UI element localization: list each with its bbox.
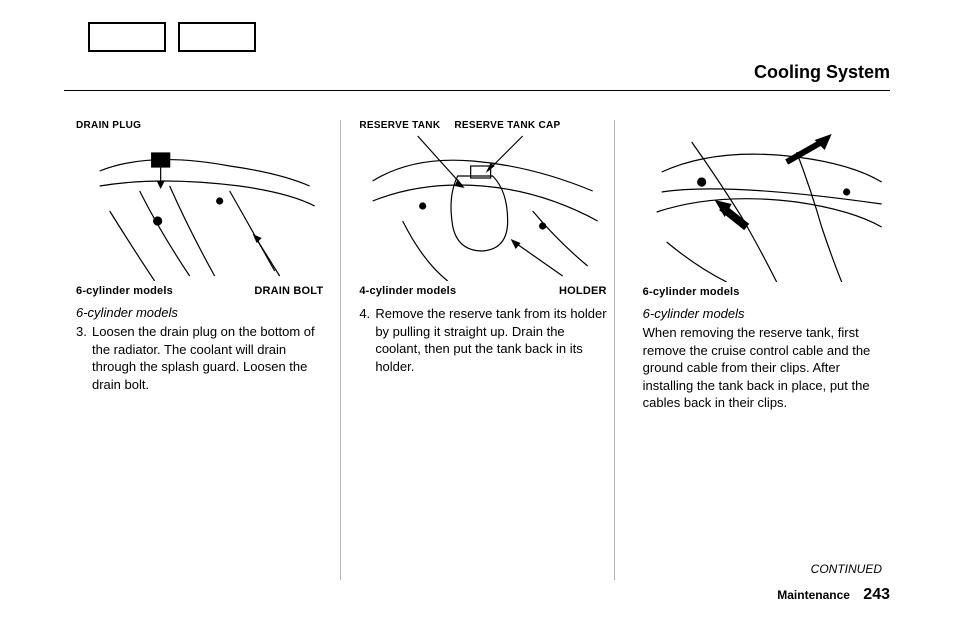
col1-step-text: Loosen the drain plug on the bottom of t… [92,323,323,393]
fig1-caption-left: 6-cylinder models [76,285,173,297]
fig3-caption-left: 6-cylinder models [643,286,740,298]
figure-1: DRAIN PLUG [76,120,323,297]
figure-2-illustration [359,131,606,281]
figure-3-illustration [643,132,890,282]
content-columns: DRAIN PLUG [76,120,890,412]
col1-subhead: 6-cylinder models [76,305,323,320]
fig1-label-drain-plug: DRAIN PLUG [76,120,141,131]
continued-label: CONTINUED [811,562,882,576]
page-footer: Maintenance 243 [777,586,890,604]
header-box-2 [178,22,256,52]
col2-step: 4. Remove the reserve tank from its hold… [359,305,606,375]
col3-body: When removing the reserve tank, first re… [643,324,890,412]
fig2-caption-left: 4-cylinder models [359,285,456,297]
fig1-caption-right: DRAIN BOLT [254,285,323,297]
title-rule [64,90,890,91]
fig2-caption-right: HOLDER [559,285,607,297]
col1-step: 3. Loosen the drain plug on the bottom o… [76,323,323,393]
col3-subhead: 6-cylinder models [643,306,890,321]
page-title: Cooling System [754,62,890,83]
footer-section: Maintenance [777,588,850,602]
header-blank-boxes [88,22,256,52]
header-box-1 [88,22,166,52]
col2-step-text: Remove the reserve tank from its holder … [375,305,606,375]
column-3: 6-cylinder models 6-cylinder models When… [643,120,890,412]
figure-3: 6-cylinder models [643,120,890,298]
fig2-label-reserve-tank: RESERVE TANK [359,120,440,131]
figure-2: RESERVE TANK RESERVE TANK CAP [359,120,606,297]
figure-1-illustration [76,131,323,281]
footer-page-number: 243 [863,586,890,603]
col2-step-number: 4. [359,305,375,375]
column-1: DRAIN PLUG [76,120,323,412]
col1-step-number: 3. [76,323,92,393]
fig2-label-reserve-tank-cap: RESERVE TANK CAP [454,120,560,131]
column-2: RESERVE TANK RESERVE TANK CAP [359,120,606,412]
